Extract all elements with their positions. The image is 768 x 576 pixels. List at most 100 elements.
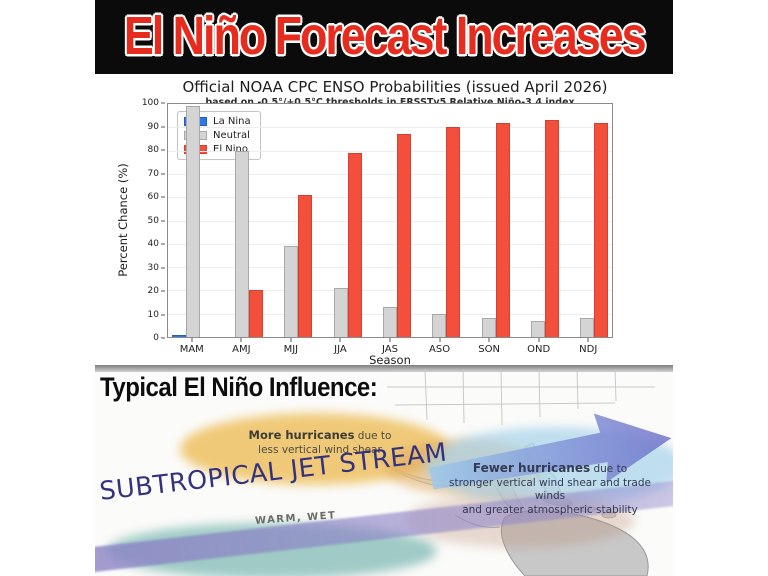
- gridline: [168, 150, 612, 152]
- x-tick-mark: [439, 338, 441, 342]
- x-tick-mark: [191, 338, 193, 342]
- influence-map-section: Typical El Niño Influence: More hurrican…: [95, 365, 673, 576]
- y-tick-label: 60: [147, 192, 159, 202]
- x-tick-label: ASO: [429, 344, 451, 355]
- y-tick-mark: [161, 290, 165, 292]
- chart-title: Official NOAA CPC ENSO Probabilities (is…: [182, 78, 608, 96]
- more-hurricanes-rest: due to: [354, 430, 392, 442]
- y-tick-label: 20: [147, 286, 159, 296]
- gridline: [168, 290, 612, 292]
- y-tick-label: 30: [147, 262, 159, 273]
- bar-group: [566, 104, 609, 337]
- chart-subtitle: based on -0.5°/+0.5°C thresholds in ERSS…: [205, 97, 574, 108]
- x-tick-mark: [339, 338, 341, 342]
- y-tick-label: 70: [147, 168, 159, 179]
- gridline: [168, 197, 612, 199]
- x-tick-label: MJJ: [283, 344, 299, 355]
- bar-el-nino: [594, 122, 609, 337]
- y-tick-mark: [161, 243, 165, 245]
- bar-neutral: [383, 306, 397, 337]
- x-tick-mark: [290, 338, 292, 342]
- x-tick-label: JAS: [382, 344, 398, 355]
- y-tick-label: 80: [147, 145, 159, 155]
- bar-neutral: [185, 106, 200, 337]
- y-tick-label: 0: [153, 333, 159, 343]
- fewer-hurricanes-line2: stronger vertical wind shear and trade w…: [449, 476, 651, 503]
- bar-neutral: [531, 320, 545, 337]
- y-axis-labels: 0 10 20 30 40 50 60 70 80 90 100: [129, 98, 165, 343]
- legend-label: El Nino: [213, 144, 248, 155]
- x-tick-mark: [389, 338, 391, 342]
- x-tick-mark: [538, 338, 540, 342]
- y-tick-mark: [161, 220, 165, 221]
- fewer-hurricanes-bold: Fewer hurricanes: [472, 461, 591, 475]
- more-hurricanes-bold: More hurricanes: [248, 428, 355, 442]
- gridline: [168, 173, 612, 175]
- x-tick-label: SON: [478, 344, 500, 355]
- gridline: [168, 267, 612, 269]
- x-tick-mark: [240, 338, 242, 342]
- x-tick-mark: [488, 338, 490, 342]
- bar-group: [468, 104, 510, 337]
- x-tick-label: OND: [527, 344, 551, 355]
- bar-neutral: [333, 288, 348, 337]
- y-tick-mark: [161, 126, 165, 127]
- y-tick-mark: [161, 196, 165, 198]
- bar-group: [270, 104, 313, 337]
- y-tick-mark: [161, 314, 165, 315]
- y-tick-label: 100: [141, 98, 159, 108]
- trade-winds-arrow-icon: [429, 413, 672, 490]
- bar-group: [418, 104, 461, 337]
- x-axis-labels: MAM AMJ MJJ JJA JAS ASO SON OND NDJ: [167, 338, 613, 368]
- headline-banner: El Niño Forecast Increases: [95, 0, 673, 74]
- y-tick-label: 40: [147, 239, 159, 249]
- bar-el-nino: [446, 127, 461, 337]
- y-tick-mark: [161, 173, 165, 174]
- bar-el-nino: [347, 152, 362, 337]
- bar-group: [369, 104, 411, 337]
- x-axis-label: Season: [369, 353, 411, 367]
- x-tick-label: AMJ: [232, 344, 251, 355]
- y-axis-label: Percent Chance (%): [116, 163, 130, 277]
- headline-title: El Niño Forecast Increases: [123, 6, 647, 67]
- fewer-hurricanes-line3: and greater atmospheric stability: [462, 503, 638, 516]
- bar-neutral: [432, 313, 447, 337]
- legend-label: Neutral: [213, 130, 250, 141]
- fewer-hurricanes-rest: due to: [590, 463, 628, 475]
- y-tick-label: 50: [147, 215, 159, 226]
- gridline: [168, 127, 612, 129]
- x-tick-label: NDJ: [579, 344, 598, 355]
- x-tick-label: JJA: [334, 344, 347, 355]
- bar-la-nina: [171, 334, 186, 337]
- fewer-hurricanes-note: Fewer hurricanes due to stronger vertica…: [435, 461, 665, 518]
- content-column: El Niño Forecast Increases Official NOAA…: [95, 0, 673, 576]
- bar-group: [221, 104, 263, 337]
- bar-el-nino: [495, 122, 510, 337]
- enso-probability-chart: Official NOAA CPC ENSO Probabilities (is…: [95, 74, 673, 368]
- plot-area: La Nina Neutral El Nino: [167, 103, 613, 338]
- y-tick-mark: [161, 102, 165, 104]
- bar-group: [320, 104, 362, 337]
- bar-el-nino: [248, 290, 263, 337]
- bar-el-nino: [298, 194, 313, 337]
- y-tick-label: 10: [147, 309, 159, 320]
- bar-el-nino: [545, 120, 559, 337]
- y-tick-mark: [161, 267, 165, 268]
- y-tick-mark: [161, 337, 165, 339]
- gridline: [168, 243, 612, 245]
- more-hurricanes-line2: less vertical wind shear: [258, 443, 382, 456]
- bar-group: [171, 104, 214, 337]
- more-hurricanes-note: More hurricanes due to less vertical win…: [205, 428, 435, 457]
- gridline: [168, 220, 612, 222]
- legend-label: La Nina: [213, 116, 251, 127]
- y-tick-label: 90: [147, 121, 159, 132]
- x-tick-label: MAM: [179, 344, 204, 355]
- bar-el-nino: [397, 134, 411, 337]
- bar-neutral: [284, 246, 299, 337]
- bar-neutral: [234, 150, 249, 337]
- x-tick-mark: [587, 338, 589, 342]
- section-divider: [95, 365, 673, 372]
- bar-group: [517, 104, 559, 337]
- bar-neutral: [481, 318, 496, 337]
